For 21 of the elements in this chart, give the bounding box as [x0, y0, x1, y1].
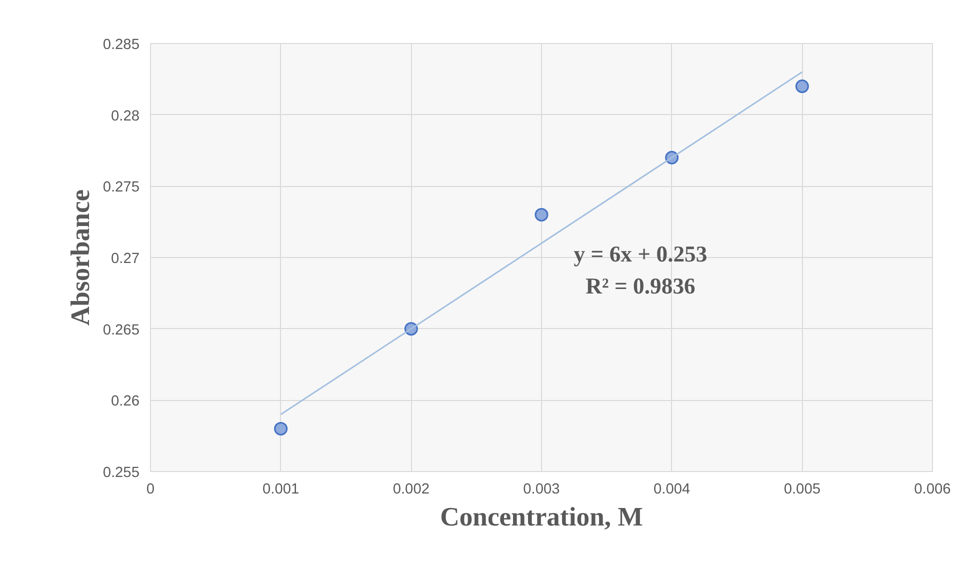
point [274, 422, 288, 436]
y-tick-label: 0.26 [110, 394, 140, 410]
x-tick-label: 0.006 [914, 482, 951, 498]
x-tick-label: 0.005 [784, 482, 821, 498]
x-tick-label: 0 [146, 482, 155, 498]
y-tick-label: 0.265 [102, 322, 140, 338]
y-tick-label: 0.285 [102, 37, 140, 53]
x-tick-label: 0.004 [653, 482, 690, 498]
annotation: y = 6x + 0.253 [574, 242, 708, 266]
point [795, 80, 809, 94]
x-axis-title: Concentration, M [440, 502, 643, 532]
y-tick-label: 0.27 [110, 251, 140, 267]
y-tick-label: 0.275 [102, 180, 140, 196]
y-axis-title: Absorbance [64, 189, 95, 326]
x-tick-label: 0.002 [392, 482, 430, 498]
y-tick-label: 0.28 [110, 108, 140, 124]
y-tick-label: 0.255 [102, 465, 140, 481]
x-tick-label: 0.003 [523, 482, 560, 498]
point [534, 208, 548, 222]
x-tick-label: 0.001 [262, 482, 300, 498]
annotation: R² = 0.9836 [586, 274, 696, 298]
